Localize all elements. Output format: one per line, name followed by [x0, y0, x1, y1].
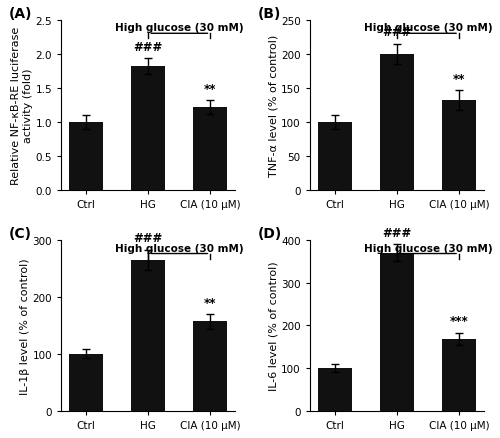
Bar	[131, 67, 166, 191]
Text: ###: ###	[382, 226, 412, 240]
Y-axis label: IL-1β level (% of control): IL-1β level (% of control)	[20, 258, 30, 394]
Bar	[380, 55, 414, 191]
Text: ***: ***	[450, 314, 468, 328]
Bar	[194, 321, 228, 411]
Text: **: **	[204, 83, 216, 96]
Text: (B): (B)	[258, 7, 281, 21]
Text: (C): (C)	[9, 227, 32, 240]
Text: **: **	[204, 296, 216, 309]
Y-axis label: IL-6 level (% of control): IL-6 level (% of control)	[268, 261, 278, 390]
Y-axis label: TNF-α level (% of control): TNF-α level (% of control)	[268, 35, 278, 177]
Bar	[442, 339, 476, 411]
Bar	[380, 253, 414, 411]
Bar	[318, 368, 352, 411]
Text: ###: ###	[134, 232, 163, 245]
Bar	[69, 123, 103, 191]
Text: High glucose (30 mM): High glucose (30 mM)	[364, 23, 492, 33]
Text: (A): (A)	[9, 7, 32, 21]
Y-axis label: Relative NF-κB-RE luciferase
activity (fold): Relative NF-κB-RE luciferase activity (f…	[11, 27, 32, 185]
Text: ###: ###	[382, 26, 412, 39]
Bar	[318, 123, 352, 191]
Bar	[194, 108, 228, 191]
Bar	[69, 354, 103, 411]
Text: ###: ###	[134, 41, 163, 53]
Text: High glucose (30 mM): High glucose (30 mM)	[115, 23, 244, 33]
Bar	[442, 101, 476, 191]
Bar	[131, 260, 166, 411]
Text: **: **	[453, 73, 466, 86]
Text: High glucose (30 mM): High glucose (30 mM)	[115, 243, 244, 253]
Text: High glucose (30 mM): High glucose (30 mM)	[364, 243, 492, 253]
Text: (D): (D)	[258, 227, 282, 240]
